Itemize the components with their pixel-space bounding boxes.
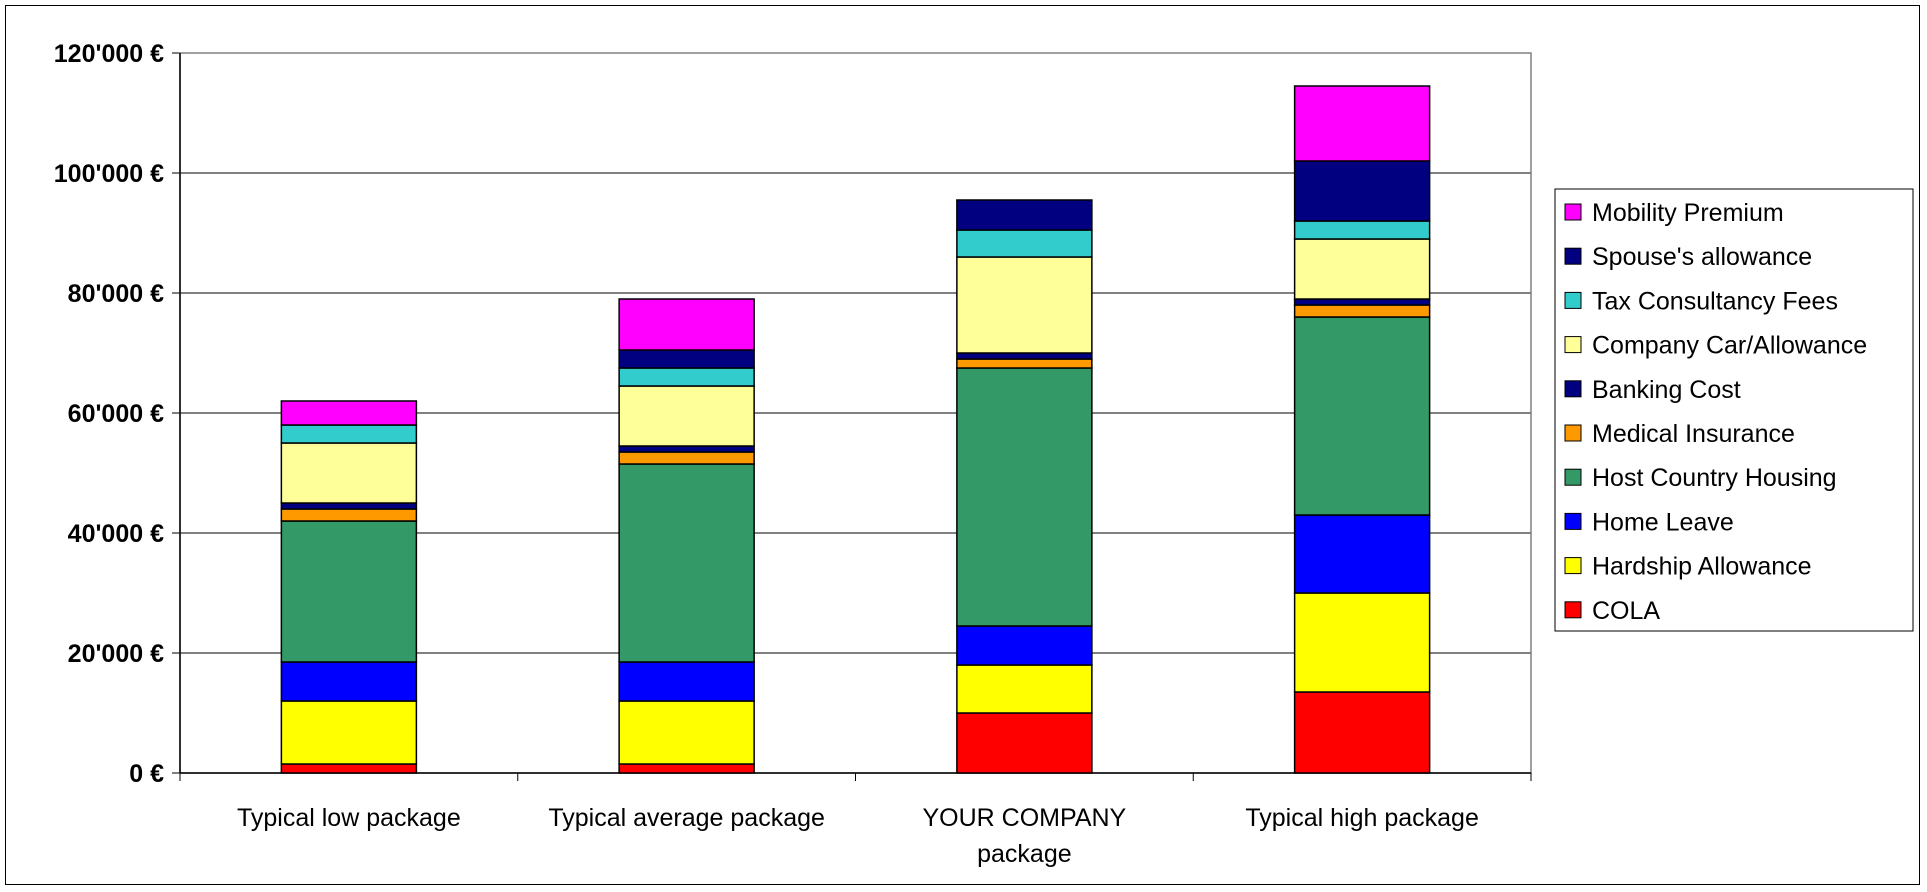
- bar-segment: [1293, 304, 1431, 318]
- y-tick-label: 40'000 €: [68, 520, 164, 548]
- bar-segment: [956, 358, 1093, 369]
- legend-swatch: [1564, 336, 1582, 354]
- legend-label: Company Car/Allowance: [1592, 332, 1867, 360]
- bar-segment: [618, 349, 755, 369]
- legend-swatch: [1564, 203, 1582, 221]
- legend-swatch: [1564, 380, 1582, 398]
- bar-segment: [618, 451, 755, 465]
- bar-segment: [956, 625, 1093, 666]
- legend-swatch: [1564, 601, 1582, 619]
- bar-segment: [956, 352, 1093, 360]
- bar-segment: [1293, 298, 1431, 306]
- legend-label: Mobility Premium: [1592, 199, 1784, 227]
- y-tick-label: 120'000 €: [54, 40, 164, 68]
- bar-segment: [280, 502, 418, 510]
- bars: [280, 85, 1431, 774]
- legend-swatch: [1564, 291, 1582, 309]
- legend-label: Hardship Allowance: [1592, 553, 1812, 581]
- bar-segment: [956, 664, 1093, 714]
- x-category-label: Typical low package: [237, 804, 461, 832]
- bar-segment: [956, 199, 1093, 231]
- legend-label: Banking Cost: [1592, 376, 1741, 404]
- bar-segment: [280, 763, 418, 774]
- bar-segment: [618, 763, 755, 774]
- y-tick-label: 0 €: [129, 760, 164, 788]
- bar-segment: [618, 445, 755, 453]
- bar-segment: [1293, 316, 1431, 516]
- legend-label: Tax Consultancy Fees: [1592, 287, 1838, 315]
- tick-labels: 0 € 20'000 € 40'000 € 60'000 € 80'000 € 100'0…: [54, 40, 1479, 868]
- y-tick-label: 60'000 €: [68, 400, 164, 428]
- legend-label: COLA: [1592, 597, 1660, 625]
- bar-segment: [1293, 592, 1431, 693]
- legend-swatch: [1564, 512, 1582, 530]
- legend-swatch: [1564, 468, 1582, 486]
- bar-segment: [1293, 85, 1431, 162]
- bar-segment: [618, 385, 755, 447]
- bar-segment: [618, 463, 755, 663]
- legend: Mobility Premium Spouse's allowance Tax Co…: [1554, 188, 1914, 632]
- bar-segment: [280, 520, 418, 663]
- bar-segment: [280, 661, 418, 702]
- legend-swatch: [1564, 424, 1582, 442]
- legend-label: Home Leave: [1592, 508, 1734, 536]
- bar-segment: [280, 442, 418, 504]
- bar-segment: [956, 229, 1093, 258]
- y-tick-label: 100'000 €: [54, 160, 164, 188]
- bar-segment: [280, 424, 418, 444]
- bar-segment: [1293, 514, 1431, 594]
- legend-swatch: [1564, 557, 1582, 575]
- x-category-label: YOUR COMPANY: [923, 804, 1127, 832]
- x-category-label: Typical average package: [548, 804, 825, 832]
- legend-label: Medical Insurance: [1592, 420, 1795, 448]
- bar-segment: [618, 367, 755, 387]
- legend-box: [1554, 188, 1914, 632]
- bar-segment: [280, 508, 418, 522]
- legend-label: Host Country Housing: [1592, 464, 1837, 492]
- bar-segment: [1293, 220, 1431, 240]
- bar-segment: [1293, 160, 1431, 222]
- bar-segment: [1293, 238, 1431, 300]
- bar-segment: [618, 298, 755, 351]
- bar-segment: [1293, 691, 1431, 774]
- x-category-label: package: [977, 840, 1072, 868]
- bar-segment: [280, 700, 418, 765]
- bar-segment: [956, 256, 1093, 354]
- y-tick-label: 20'000 €: [68, 640, 164, 668]
- bar-segment: [280, 400, 418, 426]
- y-tick-label: 80'000 €: [68, 280, 164, 308]
- legend-swatch: [1564, 247, 1582, 265]
- bar-segment: [618, 661, 755, 702]
- bar-segment: [956, 367, 1093, 627]
- bar-segment: [956, 712, 1093, 774]
- bar-segment: [618, 700, 755, 765]
- legend-label: Spouse's allowance: [1592, 243, 1812, 271]
- x-category-label: Typical high package: [1245, 804, 1478, 832]
